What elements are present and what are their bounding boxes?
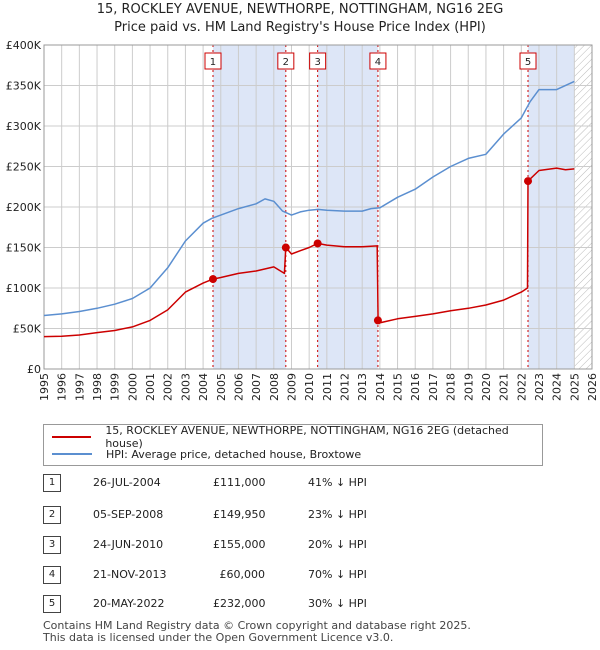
- y-tick-label: £200K: [6, 201, 42, 214]
- y-tick-label: £50K: [13, 323, 42, 336]
- legend-item-property: 15, ROCKLEY AVENUE, NEWTHORPE, NOTTINGHA…: [52, 424, 542, 450]
- x-tick-label: 2009: [285, 373, 298, 401]
- sale-label-box: [309, 52, 327, 70]
- x-tick-label: 2002: [162, 373, 175, 401]
- sale-label-number: 3: [314, 57, 320, 68]
- x-tick-label: 2003: [179, 373, 192, 401]
- legend-item-hpi: HPI: Average price, detached house, Brox…: [52, 446, 361, 462]
- y-tick-label: £400K: [6, 39, 42, 52]
- transaction-price: £111,000: [213, 476, 266, 489]
- legend-swatch-property: [52, 436, 92, 438]
- x-tick-label: 2006: [232, 373, 245, 401]
- transaction-number: 1: [43, 474, 61, 492]
- sale-marker: [373, 316, 382, 325]
- x-tick-label: 2017: [427, 373, 440, 401]
- transaction-date: 20-MAY-2022: [93, 597, 165, 610]
- transaction-price: £155,000: [213, 538, 266, 551]
- transaction-row: 3 24-JUN-2010 £155,000 20% ↓ HPI: [43, 536, 443, 556]
- transaction-row: 4 21-NOV-2013 £60,000 70% ↓ HPI: [43, 566, 443, 586]
- x-tick-label: 2023: [533, 373, 546, 401]
- transaction-date: 05-SEP-2008: [93, 508, 164, 521]
- y-tick-label: £250K: [6, 161, 42, 174]
- sale-marker: [208, 275, 217, 284]
- transaction-number: 3: [43, 536, 61, 554]
- transaction-hpi: 20% ↓ HPI: [308, 538, 367, 551]
- sale-label-number: 4: [375, 57, 381, 68]
- sale-label-number: 2: [283, 57, 289, 68]
- y-tick-label: £0: [27, 363, 41, 376]
- x-tick-label: 2021: [498, 373, 511, 401]
- x-tick-label: 2005: [215, 373, 228, 401]
- plot-frame: [43, 44, 593, 370]
- transaction-row: 5 20-MAY-2022 £232,000 30% ↓ HPI: [43, 595, 443, 615]
- price-chart: 1 2 3 4 5 £0 £50K £100K £150K £200K £250K £300K £350…: [6, 39, 599, 401]
- legend-swatch-hpi: [52, 453, 92, 455]
- sale-label-box: [519, 52, 537, 70]
- sale-label-number: 1: [210, 57, 216, 68]
- series-line-hpi: [43, 80, 575, 317]
- transaction-hpi: 41% ↓ HPI: [308, 476, 367, 489]
- footer-licence: This data is licensed under the Open Gov…: [43, 631, 394, 644]
- x-tick-label: 2008: [268, 373, 281, 401]
- sale-label-box: [277, 52, 295, 70]
- x-tick-label: 1995: [38, 373, 51, 401]
- x-tick-label: 2012: [339, 373, 352, 401]
- x-tick-label: 1998: [91, 373, 104, 401]
- x-tick-label: 2014: [374, 373, 387, 401]
- x-tick-label: 2025: [568, 373, 581, 401]
- sale-marker: [313, 239, 322, 248]
- transaction-hpi: 30% ↓ HPI: [308, 597, 367, 610]
- x-tick-label: 2000: [126, 373, 139, 401]
- x-tick-label: 1997: [73, 373, 86, 401]
- x-tick-label: 2026: [586, 373, 599, 401]
- transaction-price: £60,000: [219, 568, 266, 581]
- chart-subtitle: Price paid vs. HM Land Registry's House …: [114, 20, 486, 35]
- legend-label-property: 15, ROCKLEY AVENUE, NEWTHORPE, NOTTINGHA…: [105, 424, 509, 450]
- chart-title: 15, ROCKLEY AVENUE, NEWTHORPE, NOTTINGHA…: [96, 2, 504, 17]
- x-tick-label: 2011: [321, 373, 334, 401]
- y-tick-label: £150K: [6, 242, 42, 255]
- sale-label-number: 5: [525, 57, 531, 68]
- transaction-number: 2: [43, 506, 61, 524]
- sale-label-box: [204, 52, 222, 70]
- sale-marker: [524, 177, 533, 186]
- y-tick-label: £350K: [6, 80, 42, 93]
- x-tick-label: 2020: [480, 373, 493, 401]
- legend-label-hpi: HPI: Average price, detached house, Brox…: [106, 447, 362, 461]
- y-tick-label: £300K: [6, 120, 42, 133]
- x-tick-label: 2013: [356, 373, 369, 401]
- transaction-number: 5: [43, 595, 61, 613]
- x-tick-label: 1996: [56, 373, 69, 401]
- sale-label-box: [369, 52, 387, 70]
- x-tick-label: 2022: [515, 373, 528, 401]
- transaction-row: 1 26-JUL-2004 £111,000 41% ↓ HPI: [43, 474, 443, 494]
- x-tick-label: 1999: [109, 373, 122, 401]
- x-tick-label: 2024: [551, 373, 564, 401]
- transaction-row: 2 05-SEP-2008 £149,950 23% ↓ HPI: [43, 506, 443, 526]
- transaction-hpi: 23% ↓ HPI: [308, 508, 367, 521]
- x-tick-label: 2010: [303, 373, 316, 401]
- transaction-price: £149,950: [213, 508, 266, 521]
- x-tick-label: 2016: [409, 373, 422, 401]
- transaction-price: £232,000: [213, 597, 266, 610]
- x-tick-label: 2018: [445, 373, 458, 401]
- x-tick-label: 2019: [462, 373, 475, 401]
- chart-legend: 15, ROCKLEY AVENUE, NEWTHORPE, NOTTINGHA…: [43, 424, 543, 466]
- transaction-number: 4: [43, 566, 61, 584]
- y-tick-label: £100K: [6, 282, 42, 295]
- x-tick-label: 2007: [250, 373, 263, 401]
- transaction-hpi: 70% ↓ HPI: [308, 568, 367, 581]
- x-tick-label: 2004: [197, 373, 210, 401]
- sale-marker: [281, 243, 290, 252]
- footer-copyright: Contains HM Land Registry data © Crown c…: [43, 619, 471, 632]
- x-tick-label: 2015: [392, 373, 405, 401]
- transaction-date: 26-JUL-2004: [93, 476, 161, 489]
- transaction-date: 24-JUN-2010: [93, 538, 164, 551]
- transaction-date: 21-NOV-2013: [93, 568, 167, 581]
- x-tick-label: 2001: [144, 373, 157, 401]
